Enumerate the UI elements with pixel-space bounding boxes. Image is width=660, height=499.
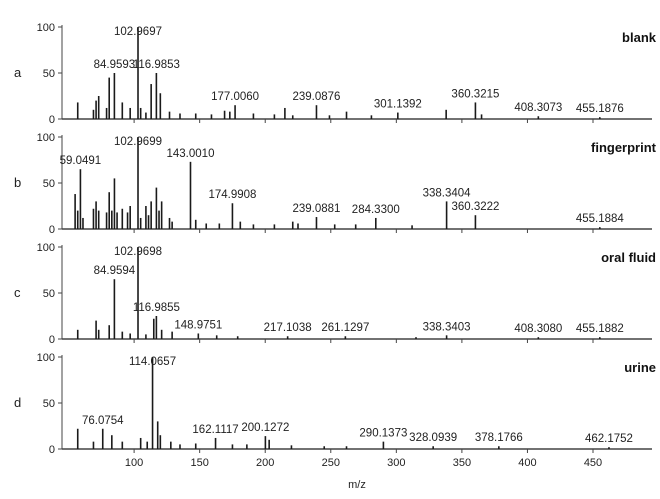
panel-letter: b — [14, 175, 21, 190]
peak-label: 76.0754 — [82, 415, 124, 427]
peak-label: 408.3073 — [514, 102, 562, 114]
peak-label: 462.1752 — [585, 433, 633, 445]
x-tick-label: 100 — [125, 457, 143, 469]
panel-letter: a — [14, 65, 22, 80]
peak-label: 301.1392 — [374, 99, 422, 111]
peak-label: 116.9853 — [133, 59, 180, 71]
x-tick-label: 450 — [584, 457, 602, 469]
y-tick-label: 0 — [49, 224, 55, 236]
peak-label: 378.1766 — [475, 432, 523, 444]
peak-label: 84.9593 — [94, 59, 136, 71]
y-tick-label: 0 — [49, 114, 55, 126]
peak-label: 200.1272 — [241, 422, 289, 434]
peak-label: 84.9594 — [94, 265, 136, 277]
y-tick-label: 50 — [43, 288, 55, 300]
peak-label: 148.9751 — [174, 319, 222, 331]
spectrum-panel-d: 0 50 100 d urine 76.0754 114.0657 162.1117 200.1… — [14, 352, 656, 469]
x-axis-title: m/z — [348, 479, 366, 491]
spectrum-panel-c: 0 50 100 c oral fluid 84.9594 102.9698 116.9855… — [14, 242, 656, 346]
y-tick-label: 100 — [37, 22, 55, 34]
x-tick-label: 400 — [518, 457, 536, 469]
y-tick-label: 0 — [49, 334, 55, 346]
y-tick-label: 50 — [43, 398, 55, 410]
spectrum-panel-b: 0 50 100 b fingerprint 59.0491 102.9699 143.001… — [14, 132, 657, 236]
x-tick-label: 150 — [190, 457, 208, 469]
peak-label: 455.1882 — [576, 323, 624, 335]
peak-label: 59.0491 — [60, 155, 102, 167]
peak-label: 239.0881 — [292, 203, 340, 215]
panel-letter: c — [14, 285, 21, 300]
peak-label: 338.3404 — [423, 187, 472, 199]
peak-label: 174.9908 — [208, 189, 256, 201]
peak-label: 455.1876 — [576, 103, 624, 115]
x-tick-label: 300 — [387, 457, 405, 469]
peak-label: 455.1884 — [576, 213, 625, 225]
x-tick-label: 250 — [322, 457, 340, 469]
peak-label: 338.3403 — [423, 321, 471, 333]
peak-label: 114.0657 — [129, 356, 176, 368]
y-tick-label: 100 — [37, 242, 55, 254]
peak-label: 102.9699 — [114, 136, 162, 148]
panel-title: oral fluid — [601, 250, 656, 265]
peak-label: 408.3080 — [514, 323, 562, 335]
spectrum-panel-a: 0 50 100 a blank 84.9593 102.9697 116.9853 177.0… — [14, 22, 657, 126]
x-tick-label: 200 — [256, 457, 274, 469]
panel-title: fingerprint — [591, 140, 657, 155]
peak-label: 360.3222 — [451, 201, 499, 213]
y-tick-label: 0 — [49, 444, 55, 456]
peak-label: 290.1373 — [359, 428, 407, 440]
peak-label: 328.0939 — [409, 432, 457, 444]
peak-label: 116.9855 — [133, 302, 180, 314]
peak-label: 102.9697 — [114, 26, 162, 38]
panel-letter: d — [14, 395, 21, 410]
peak-label: 162.1117 — [192, 424, 238, 436]
panel-title: urine — [624, 360, 656, 375]
peak-label: 102.9698 — [114, 246, 162, 258]
peak-label: 217.1038 — [264, 322, 312, 334]
y-tick-label: 50 — [43, 68, 55, 80]
peak-label: 177.0060 — [211, 91, 259, 103]
panel-title: blank — [622, 30, 657, 45]
peak-label: 143.0010 — [167, 148, 215, 160]
y-tick-label: 50 — [43, 178, 55, 190]
peak-label: 284.3300 — [352, 204, 400, 216]
peak-label: 261.1297 — [321, 322, 369, 334]
x-tick-label: 350 — [453, 457, 471, 469]
peak-label: 360.3215 — [451, 88, 499, 100]
y-tick-label: 100 — [37, 132, 55, 144]
y-tick-label: 100 — [37, 352, 55, 364]
peak-label: 239.0876 — [292, 91, 340, 103]
